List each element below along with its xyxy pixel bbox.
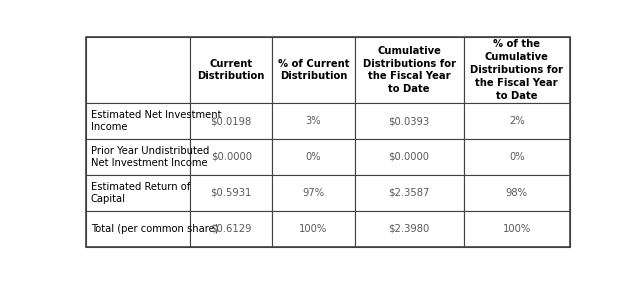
Bar [190,37,273,103]
Text: % of Current
Distribution: % of Current Distribution [278,59,349,81]
Text: $2.3980: $2.3980 [388,224,429,234]
Bar [355,103,463,139]
Text: 97%: 97% [303,188,324,198]
Text: 98%: 98% [506,188,528,198]
Bar [463,37,570,103]
Bar [355,175,463,211]
Bar [463,211,570,247]
Text: Estimated Net Investment
Income: Estimated Net Investment Income [91,110,221,132]
Text: 0%: 0% [306,152,321,162]
Text: Estimated Return of
Capital: Estimated Return of Capital [91,182,190,204]
Text: $0.0198: $0.0198 [211,116,252,126]
Bar [86,139,190,175]
Text: Total (per common share): Total (per common share) [91,224,218,234]
Bar [190,211,273,247]
Bar [86,103,190,139]
Bar [273,175,355,211]
Text: $0.6129: $0.6129 [211,224,252,234]
Bar [355,211,463,247]
Text: $0.0000: $0.0000 [388,152,429,162]
Text: $0.5931: $0.5931 [211,188,252,198]
Bar [273,37,355,103]
Bar [273,103,355,139]
Bar [273,211,355,247]
Bar [355,37,463,103]
Bar [463,139,570,175]
Bar [463,103,570,139]
Text: 3%: 3% [306,116,321,126]
Text: Prior Year Undistributed
Net Investment Income: Prior Year Undistributed Net Investment … [91,146,209,168]
Text: 2%: 2% [509,116,525,126]
Text: Cumulative
Distributions for
the Fiscal Year
to Date: Cumulative Distributions for the Fiscal … [363,46,456,94]
Text: Current
Distribution: Current Distribution [198,59,265,81]
Bar [463,175,570,211]
Text: 100%: 100% [300,224,328,234]
Bar [355,139,463,175]
Bar [190,103,273,139]
Text: $0.0393: $0.0393 [388,116,429,126]
Bar [190,175,273,211]
Text: $0.0000: $0.0000 [211,152,252,162]
Bar [273,139,355,175]
Bar [86,37,190,103]
Text: $2.3587: $2.3587 [388,188,430,198]
Text: 100%: 100% [502,224,531,234]
Text: 0%: 0% [509,152,525,162]
Bar [86,211,190,247]
Bar [190,139,273,175]
Bar [86,175,190,211]
Text: % of the
Cumulative
Distributions for
the Fiscal Year
to Date: % of the Cumulative Distributions for th… [470,39,563,101]
